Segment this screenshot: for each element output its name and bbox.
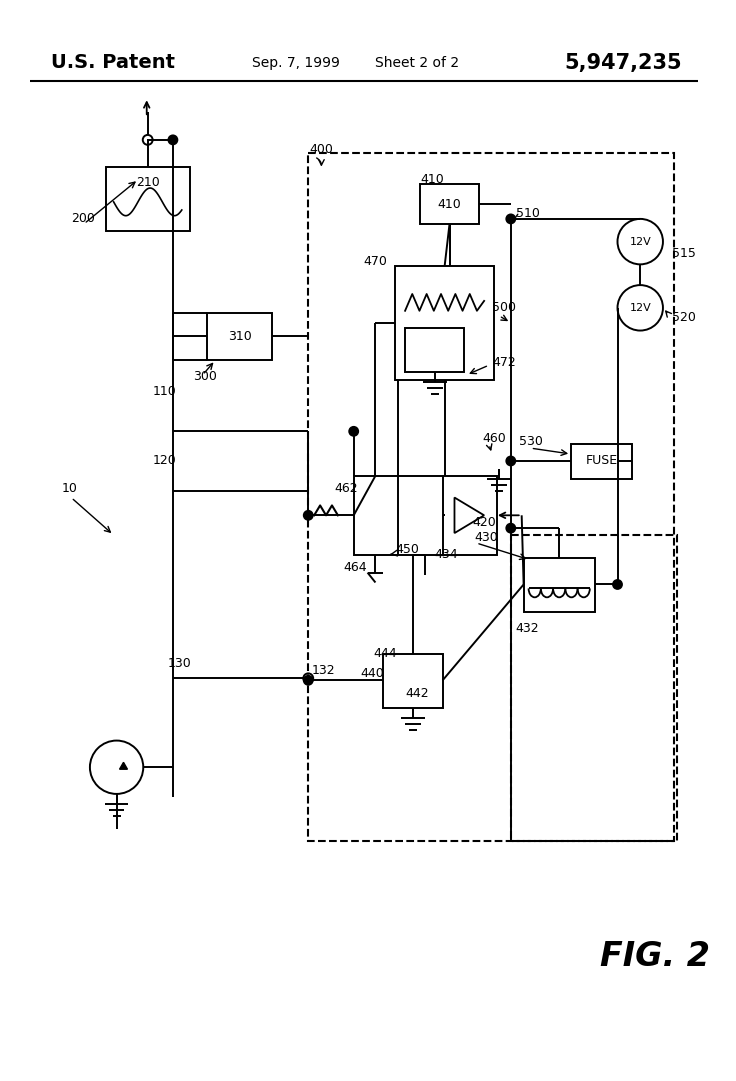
Text: 460: 460 [482,431,506,444]
Text: 410: 410 [420,173,444,186]
Text: Sep. 7, 1999: Sep. 7, 1999 [252,56,340,70]
Text: 110: 110 [153,385,177,398]
Text: 410: 410 [438,198,461,211]
Text: 430: 430 [474,531,498,544]
Text: 444: 444 [373,648,397,660]
Text: 10: 10 [61,482,77,495]
Text: 420: 420 [473,516,496,529]
Text: 12V: 12V [629,237,651,246]
Text: 210: 210 [136,176,160,189]
Bar [405,328,464,372]
Bar [354,476,497,555]
Circle shape [613,580,622,589]
Text: 300: 300 [193,371,216,384]
Circle shape [304,511,313,520]
Text: 200: 200 [71,212,95,226]
Polygon shape [119,762,127,770]
Bar [511,535,677,841]
Text: FIG. 2: FIG. 2 [600,940,710,974]
Circle shape [169,135,177,144]
Text: 464: 464 [344,561,367,574]
Text: U.S. Patent: U.S. Patent [52,53,175,72]
Text: 472: 472 [492,356,516,369]
Text: 530: 530 [519,435,542,448]
Bar [383,654,442,708]
Text: 442: 442 [405,686,428,699]
Text: 400: 400 [309,144,333,157]
Text: 515: 515 [672,246,696,261]
Circle shape [350,427,358,436]
Bar [523,558,595,612]
Bar [420,185,479,224]
Text: 130: 130 [168,657,191,670]
Bar [308,152,674,841]
Text: 432: 432 [516,623,539,636]
Bar [395,266,494,379]
Circle shape [506,523,515,533]
Text: 510: 510 [516,208,539,221]
Circle shape [506,456,515,466]
Text: FUSE: FUSE [586,454,618,467]
Text: 5,947,235: 5,947,235 [564,53,682,72]
Text: 470: 470 [364,255,387,268]
Text: 462: 462 [334,482,358,495]
Text: 434: 434 [435,548,459,561]
Text: 440: 440 [361,667,384,680]
Text: Sheet 2 of 2: Sheet 2 of 2 [375,56,459,70]
Bar [571,444,632,479]
Text: 520: 520 [672,311,696,324]
Bar [208,312,272,360]
Circle shape [506,214,515,224]
Circle shape [304,676,313,684]
Text: 120: 120 [153,454,177,467]
Text: 132: 132 [311,664,335,677]
Text: 450: 450 [395,544,419,557]
Text: 500: 500 [492,302,516,315]
Text: 310: 310 [227,330,252,343]
Bar [106,166,190,230]
Text: 12V: 12V [629,303,651,312]
